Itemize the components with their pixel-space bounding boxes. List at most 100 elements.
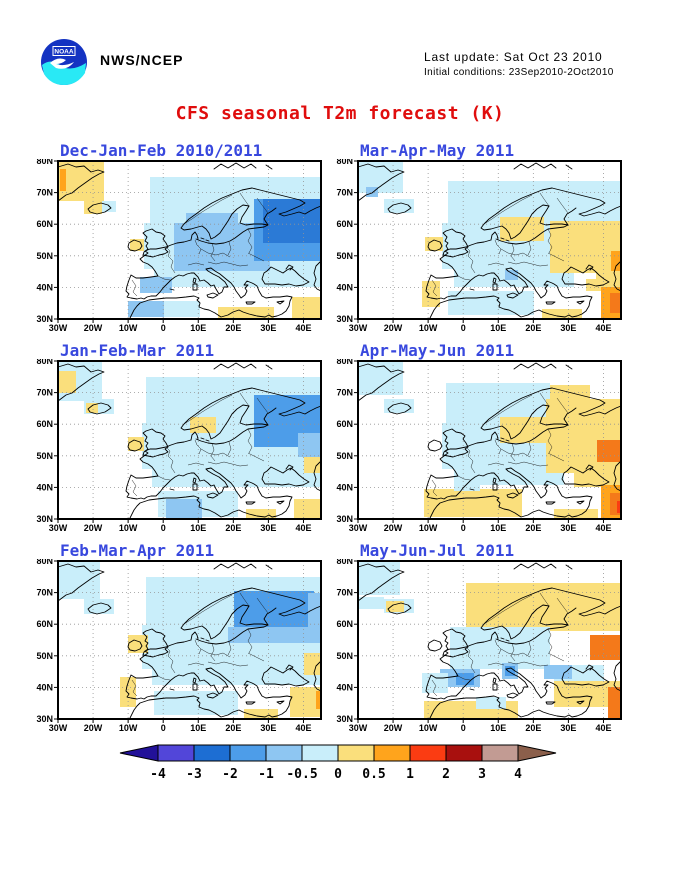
country-border (507, 661, 549, 667)
colorbar-tick-label: -3 (186, 767, 202, 782)
coastline (506, 692, 519, 699)
anomaly-patch-y05 (292, 297, 321, 319)
coastline (251, 387, 322, 417)
country-border (131, 679, 138, 697)
country-border (131, 479, 138, 497)
lat-tick-label: 60N (336, 619, 353, 629)
coastline (206, 692, 219, 699)
anomaly-patch-b1 (166, 499, 202, 519)
coastline (205, 667, 267, 699)
anomaly-patch-b05 (358, 597, 384, 609)
coastline (129, 495, 266, 519)
lon-tick-label: 0 (461, 723, 466, 733)
coastline (585, 264, 594, 271)
country-border (457, 475, 471, 481)
lat-tick-label: 80N (36, 359, 53, 366)
coastline (169, 488, 175, 491)
lon-tick-label: 0 (161, 723, 166, 733)
lat-tick-label: 50N (36, 451, 53, 461)
coastline (387, 402, 412, 415)
colorbar-segment (445, 744, 483, 762)
coastline (265, 364, 273, 370)
country-border (431, 679, 438, 697)
coastline (492, 683, 498, 691)
country-border (187, 662, 205, 666)
anomaly-patch-y05 (304, 653, 321, 675)
coastline (576, 700, 585, 705)
lon-tick-label: 10W (419, 723, 438, 733)
country-border (527, 241, 532, 256)
coastline (142, 228, 169, 258)
coastline (57, 163, 105, 202)
coastline (264, 295, 293, 318)
coastline (563, 607, 577, 626)
anomaly-patch-b05 (384, 399, 414, 413)
anomaly-patch-b2 (505, 666, 515, 676)
org-label: NWS/NCEP (100, 52, 184, 68)
lon-tick-label: 40E (295, 523, 311, 533)
coastline (513, 162, 557, 170)
coastline (180, 587, 253, 640)
country-border (487, 462, 505, 466)
colorbar-tick-label: 4 (514, 767, 522, 782)
lon-tick-label: 30W (349, 323, 368, 333)
coastline (127, 639, 143, 652)
colorbar-tick-label: -0.5 (286, 767, 317, 782)
coastline (576, 500, 585, 505)
coastline (142, 628, 169, 658)
lon-tick-label: 0 (461, 323, 466, 333)
country-border (247, 452, 265, 462)
coastline (57, 363, 105, 402)
anomaly-patch-y05 (246, 509, 276, 519)
lon-tick-label: 40E (595, 523, 611, 533)
coastline (276, 500, 285, 505)
coastline (263, 407, 277, 426)
coastline (125, 239, 195, 300)
coastline (429, 695, 566, 719)
country-border (547, 228, 553, 254)
country-border (256, 397, 269, 414)
country-border (183, 194, 233, 225)
anomaly-patch-b05 (358, 161, 403, 193)
colorbar-tick-label: 0 (334, 767, 342, 782)
lat-tick-label: 50N (336, 451, 353, 461)
coastline (469, 488, 475, 491)
lon-tick-label: 20W (84, 523, 103, 533)
anomaly-patch-b05 (476, 697, 506, 709)
lon-tick-label: 30W (49, 523, 68, 533)
anomaly-patch-y05 (500, 217, 544, 241)
lat-tick-label: 60N (36, 419, 53, 429)
coastline (190, 631, 199, 641)
lat-tick-label: 80N (36, 559, 53, 566)
coastline (276, 300, 285, 305)
lon-tick-label: 20W (384, 723, 403, 733)
country-border (194, 639, 202, 655)
panel-title: Apr-May-Jun 2011 (360, 341, 515, 360)
lon-tick-label: 30E (560, 323, 576, 333)
country-border (200, 248, 231, 258)
lat-tick-label: 80N (336, 359, 353, 366)
coastline (493, 668, 529, 695)
country-border (187, 462, 205, 466)
coastline (513, 562, 557, 570)
anomaly-patch-b05 (454, 469, 564, 485)
map-frame (357, 160, 622, 320)
anomaly-patch-y05 (466, 583, 621, 631)
coastline (506, 492, 519, 499)
anomaly-patch-y05 (500, 417, 548, 443)
country-border (483, 394, 533, 425)
coastline (245, 501, 256, 505)
coastline (125, 439, 195, 500)
coastline (192, 483, 198, 491)
anomaly-patch-y05 (86, 403, 98, 413)
country-border (547, 452, 565, 462)
map-frame (57, 360, 322, 520)
anomaly-patch-y05 (84, 200, 102, 214)
colorbar-tick-label: 1 (406, 767, 414, 782)
colorbar-segment (157, 744, 195, 762)
lon-tick-label: 30W (49, 723, 68, 733)
anomaly-patch-y05 (244, 709, 278, 719)
country-border (510, 642, 516, 662)
